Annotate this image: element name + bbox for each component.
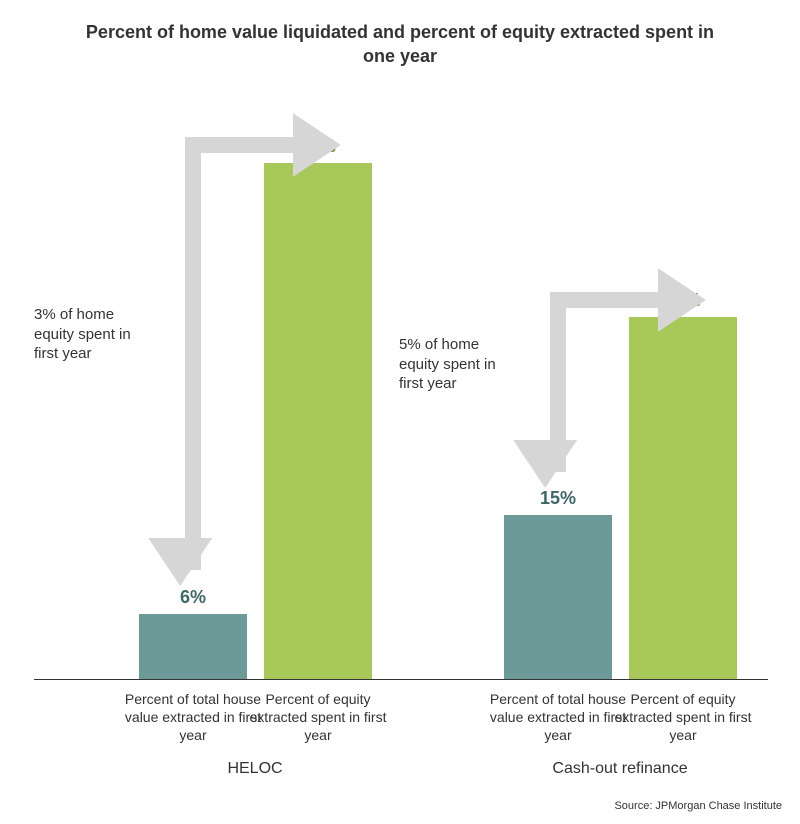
source-attribution: Source: JPMorgan Chase Institute — [614, 800, 782, 812]
axis-label-cashout-bar2: Percent of equity extracted spent in fir… — [608, 690, 758, 745]
x-axis-baseline — [34, 679, 768, 680]
chart-title: Percent of home value liquidated and per… — [0, 0, 800, 69]
arrow-cashout — [34, 130, 774, 690]
annotation-cashout: 5% of home equity spent in first year — [399, 335, 519, 394]
axis-label-heloc-bar2: Percent of equity extracted spent in fir… — [243, 690, 393, 745]
group-label-heloc: HELOC — [130, 760, 380, 778]
group-label-cashout: Cash-out refinance — [495, 760, 745, 778]
chart-plot-area: 6% 47% 3% of home equity spent in first … — [34, 130, 768, 680]
